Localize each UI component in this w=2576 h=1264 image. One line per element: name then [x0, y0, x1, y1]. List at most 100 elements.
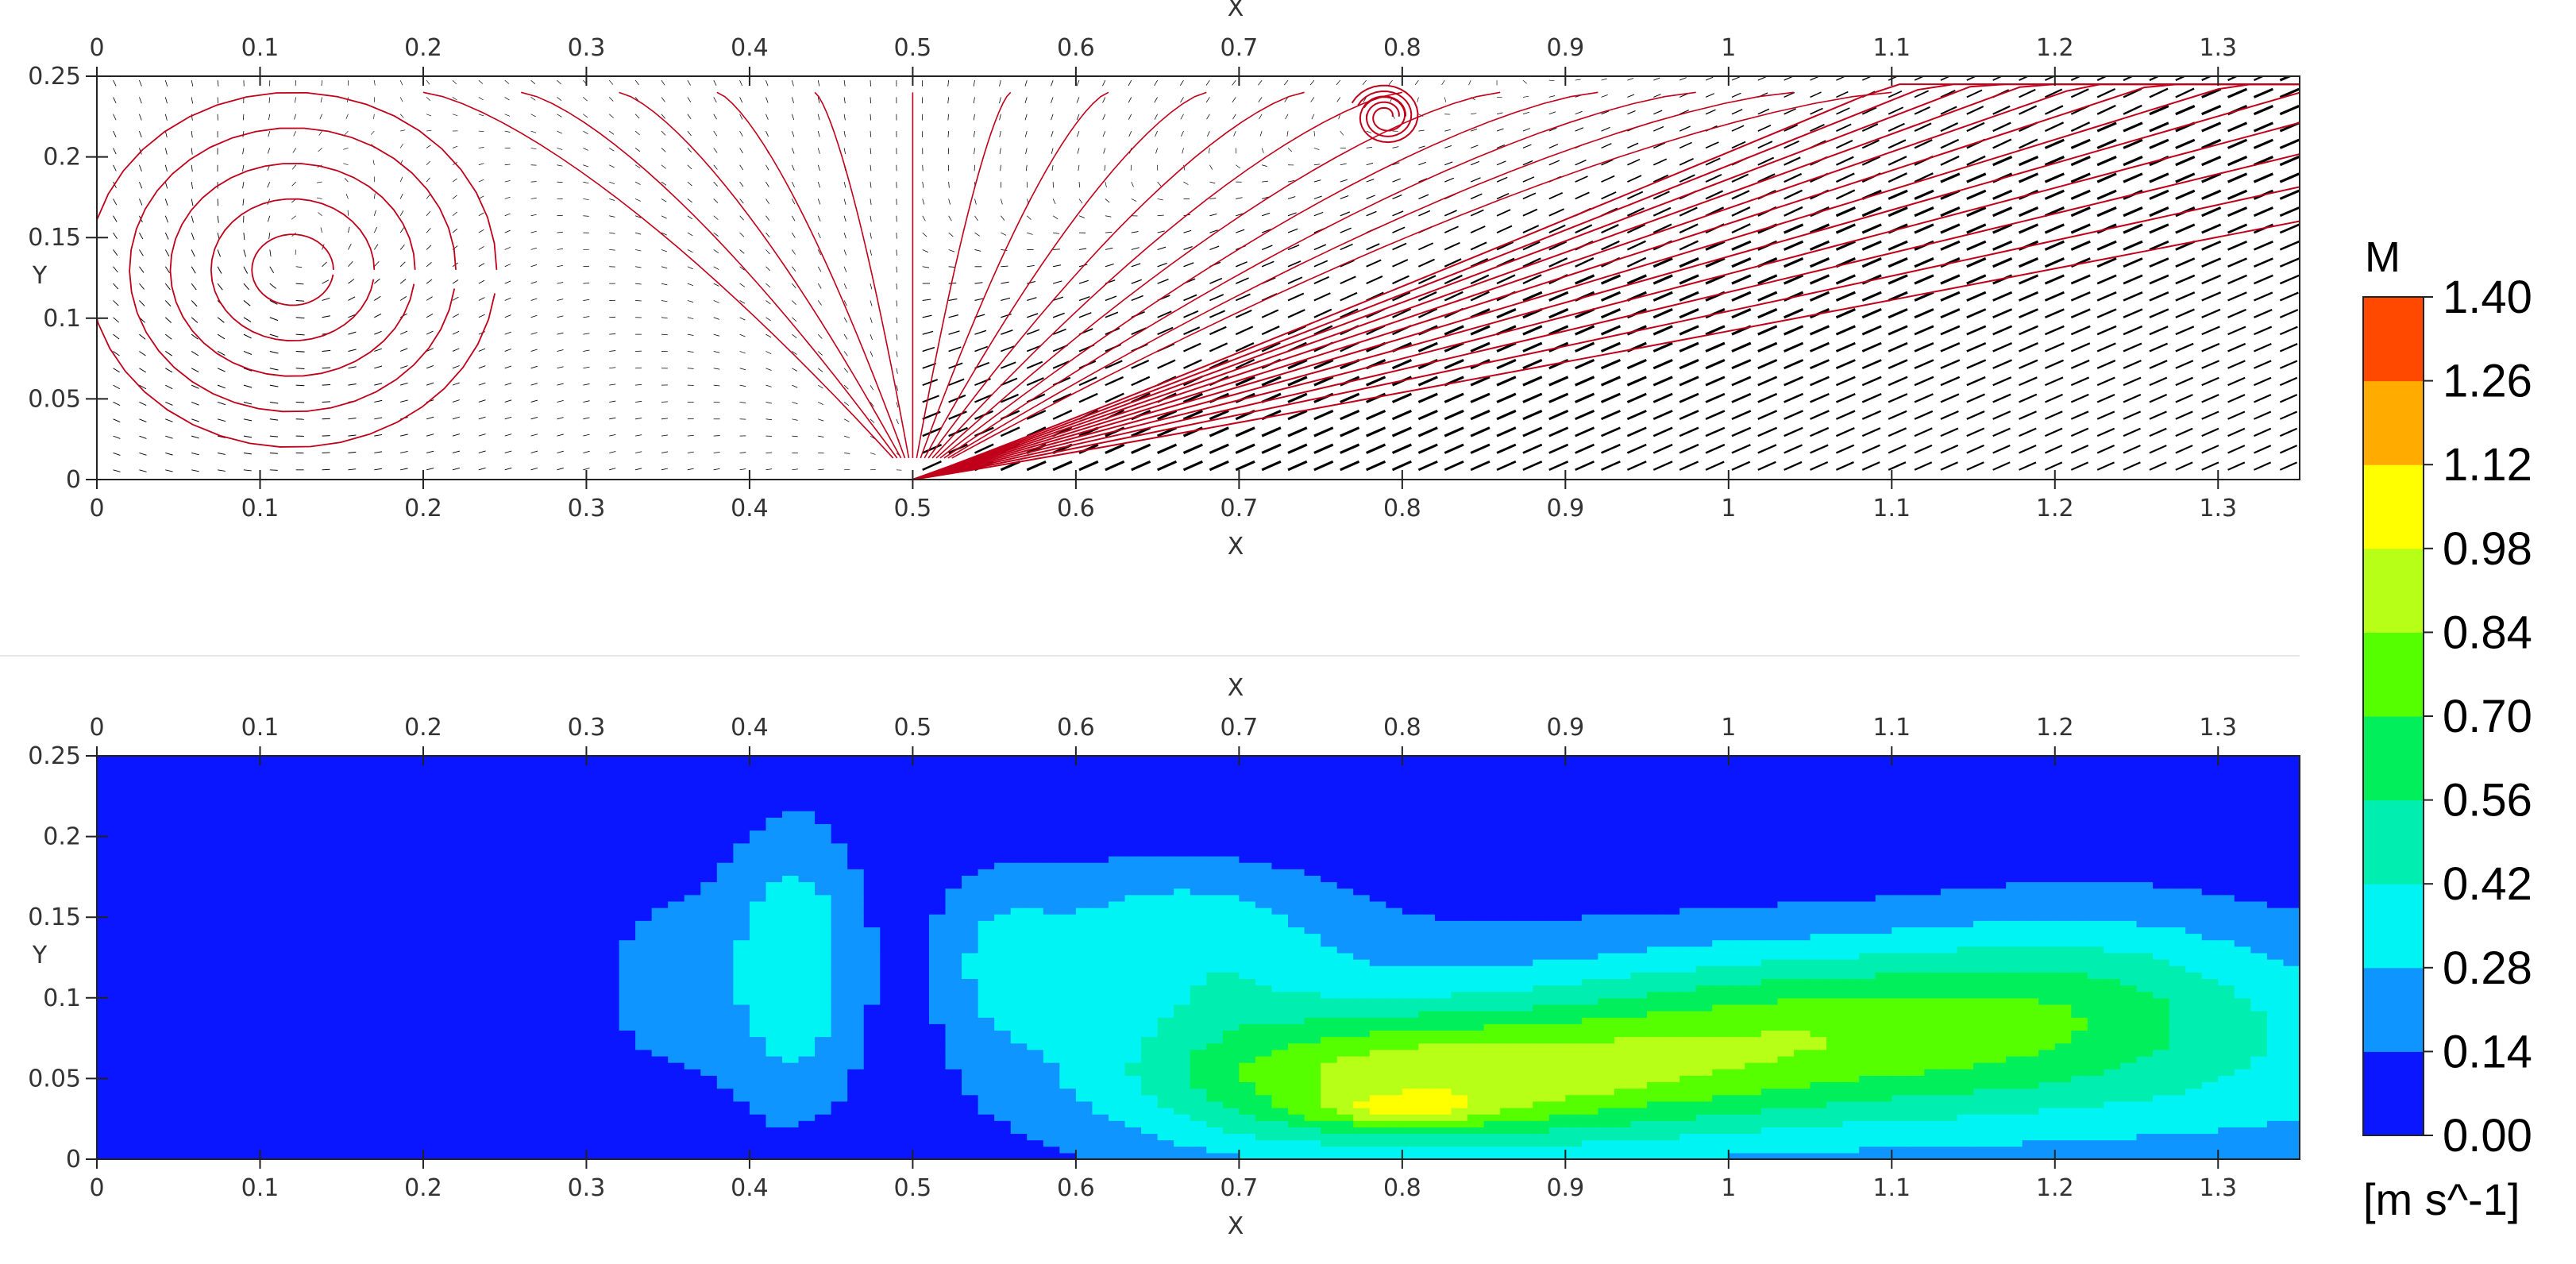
contour-cell	[815, 1139, 832, 1147]
contour-cell	[504, 972, 522, 980]
contour-cell	[782, 869, 800, 876]
velocity-vector	[557, 231, 563, 233]
contour-cell	[195, 1152, 212, 1159]
velocity-vector	[348, 244, 352, 250]
contour-cell	[439, 1088, 457, 1096]
contour-cell	[227, 836, 245, 844]
contour-cell	[700, 1107, 718, 1115]
contour-cell	[325, 914, 342, 921]
velocity-vector	[2149, 206, 2169, 218]
velocity-vector	[739, 148, 743, 153]
velocity-vector	[1914, 90, 1929, 98]
velocity-vector	[791, 97, 794, 103]
velocity-vector	[2123, 342, 2142, 353]
contour-cell	[422, 1100, 441, 1108]
contour-cell	[586, 784, 604, 792]
y-tick-label: 0.05	[28, 385, 81, 413]
contour-cell	[537, 1042, 554, 1050]
velocity-vector	[1001, 232, 1007, 236]
contour-cell	[472, 1011, 489, 1018]
velocity-vector	[504, 383, 512, 386]
contour-cell	[749, 1011, 767, 1018]
velocity-vector	[1809, 223, 1830, 234]
contour-cell	[716, 784, 734, 792]
contour-cell	[145, 1100, 163, 1108]
velocity-vector	[1888, 393, 1908, 403]
velocity-vector	[504, 79, 510, 84]
contour-cell	[537, 1120, 554, 1127]
contour-cell	[129, 991, 147, 999]
velocity-vector	[452, 97, 457, 101]
contour-cell	[537, 1062, 554, 1069]
velocity-vector	[2175, 394, 2193, 403]
contour-cell	[162, 1152, 179, 1159]
contour-cell	[309, 855, 326, 863]
contour-cell	[129, 985, 147, 992]
contour-cell	[684, 1075, 701, 1083]
streamline	[912, 121, 2300, 480]
contour-cell	[635, 811, 653, 818]
velocity-vector	[765, 79, 769, 87]
velocity-vector	[739, 198, 744, 204]
velocity-vector	[1366, 243, 1380, 251]
velocity-vector	[999, 131, 1001, 137]
contour-cell	[668, 1139, 685, 1147]
contour-cell	[178, 1088, 195, 1096]
contour-cell	[309, 1075, 326, 1083]
contour-cell	[749, 920, 767, 927]
velocity-vector	[634, 164, 641, 168]
velocity-vector	[1861, 444, 1880, 454]
velocity-vector	[1679, 158, 1694, 166]
contour-cell	[765, 1004, 783, 1012]
contour-cell	[276, 1152, 294, 1159]
velocity-vector	[1287, 212, 1297, 217]
contour-cell	[341, 900, 359, 908]
velocity-vector	[399, 279, 407, 284]
velocity-vector	[1522, 225, 1540, 234]
contour-cell	[113, 1055, 130, 1063]
contour-cell	[456, 1069, 473, 1076]
contour-cell	[292, 1042, 310, 1050]
contour-cell	[276, 1017, 294, 1024]
contour-cell	[260, 823, 277, 831]
contour-cell	[684, 869, 701, 876]
contour-cell	[569, 1055, 588, 1063]
contour-cell	[586, 875, 604, 883]
contour-cell	[635, 1152, 653, 1159]
velocity-vector	[1992, 240, 2013, 251]
contour-cell	[488, 1120, 506, 1127]
contour-cell	[227, 1139, 245, 1147]
contour-cell	[325, 1004, 342, 1012]
contour-cell	[276, 939, 294, 947]
contour-cell	[227, 1017, 245, 1024]
contour-cell	[716, 946, 734, 954]
velocity-vector	[609, 400, 616, 403]
contour-cell	[292, 1146, 310, 1154]
contour-cell	[390, 1075, 408, 1083]
contour-cell	[113, 1042, 130, 1050]
contour-cell	[341, 1042, 359, 1050]
velocity-vector	[400, 468, 408, 471]
contour-cell	[815, 939, 832, 947]
contour-cell	[651, 1146, 669, 1154]
velocity-vector	[2201, 189, 2222, 200]
velocity-vector	[295, 350, 305, 353]
contour-cell	[357, 791, 375, 799]
velocity-vector	[765, 198, 769, 204]
contour-cell	[374, 965, 391, 973]
velocity-vector	[191, 97, 193, 104]
velocity-vector	[765, 468, 773, 471]
contour-cell	[325, 1133, 342, 1141]
contour-cell	[782, 791, 800, 799]
contour-cell	[635, 1062, 653, 1069]
contour-cell	[684, 900, 701, 908]
velocity-vector	[1366, 443, 1386, 454]
contour-cell	[831, 1094, 848, 1102]
contour-cell	[325, 765, 342, 773]
contour-cell	[145, 1146, 163, 1154]
contour-cell	[488, 797, 506, 805]
contour-cell	[145, 836, 163, 844]
contour-cell	[521, 803, 538, 811]
velocity-vector	[1731, 461, 1751, 471]
velocity-vector	[1548, 257, 1568, 268]
